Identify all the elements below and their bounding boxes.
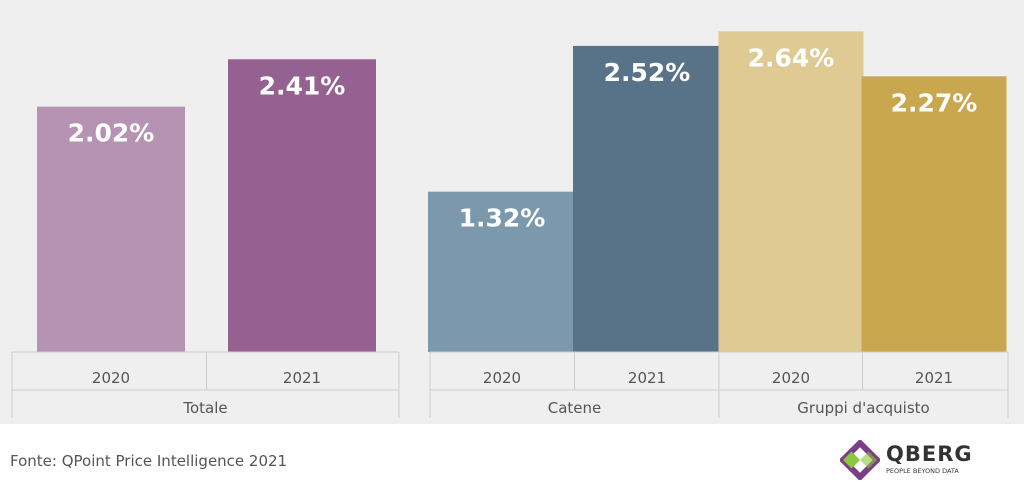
bar-chart: 2.02% 2020 2.41% 2021 Totale 1.32% 2020 2.52% 20… xyxy=(11,31,1009,418)
data-label: 2.41% xyxy=(259,71,346,100)
bar-catene-2020 xyxy=(428,191,576,352)
x-tick-label: 2020 xyxy=(772,369,810,387)
bar-catene-2021 xyxy=(573,45,721,353)
data-label: 1.32% xyxy=(459,204,546,233)
group-label: Totale xyxy=(182,399,227,417)
group-label: Catene xyxy=(548,399,602,417)
data-label: 2.27% xyxy=(891,88,978,117)
x-tick-label: 2021 xyxy=(915,369,953,387)
bar-gruppi-d-acquisto-2021 xyxy=(861,76,1007,352)
logo-tagline: PEOPLE BEYOND DATA xyxy=(886,467,959,475)
x-tick-label: 2021 xyxy=(628,369,666,387)
qberg-logo: QBERG PEOPLE BEYOND DATA xyxy=(840,440,990,480)
bar-gruppi-d-acquisto-2020 xyxy=(718,31,864,353)
bar-totale-2021 xyxy=(228,59,376,352)
x-tick-label: 2021 xyxy=(283,369,321,387)
qberg-logo-icon xyxy=(840,440,880,480)
data-label: 2.52% xyxy=(604,58,691,87)
source-note: Fonte: QPoint Price Intelligence 2021 xyxy=(10,452,288,470)
data-label: 2.02% xyxy=(68,119,155,148)
data-label: 2.64% xyxy=(748,43,835,72)
logo-wordmark: QBERG xyxy=(886,442,973,466)
group-label: Gruppi d'acquisto xyxy=(797,399,929,417)
bar-totale-2020 xyxy=(37,106,185,352)
chart-area: 2.02% 2020 2.41% 2021 Totale 1.32% 2020 2.52% 20… xyxy=(0,0,1024,424)
x-tick-label: 2020 xyxy=(483,369,521,387)
x-tick-label: 2020 xyxy=(92,369,130,387)
